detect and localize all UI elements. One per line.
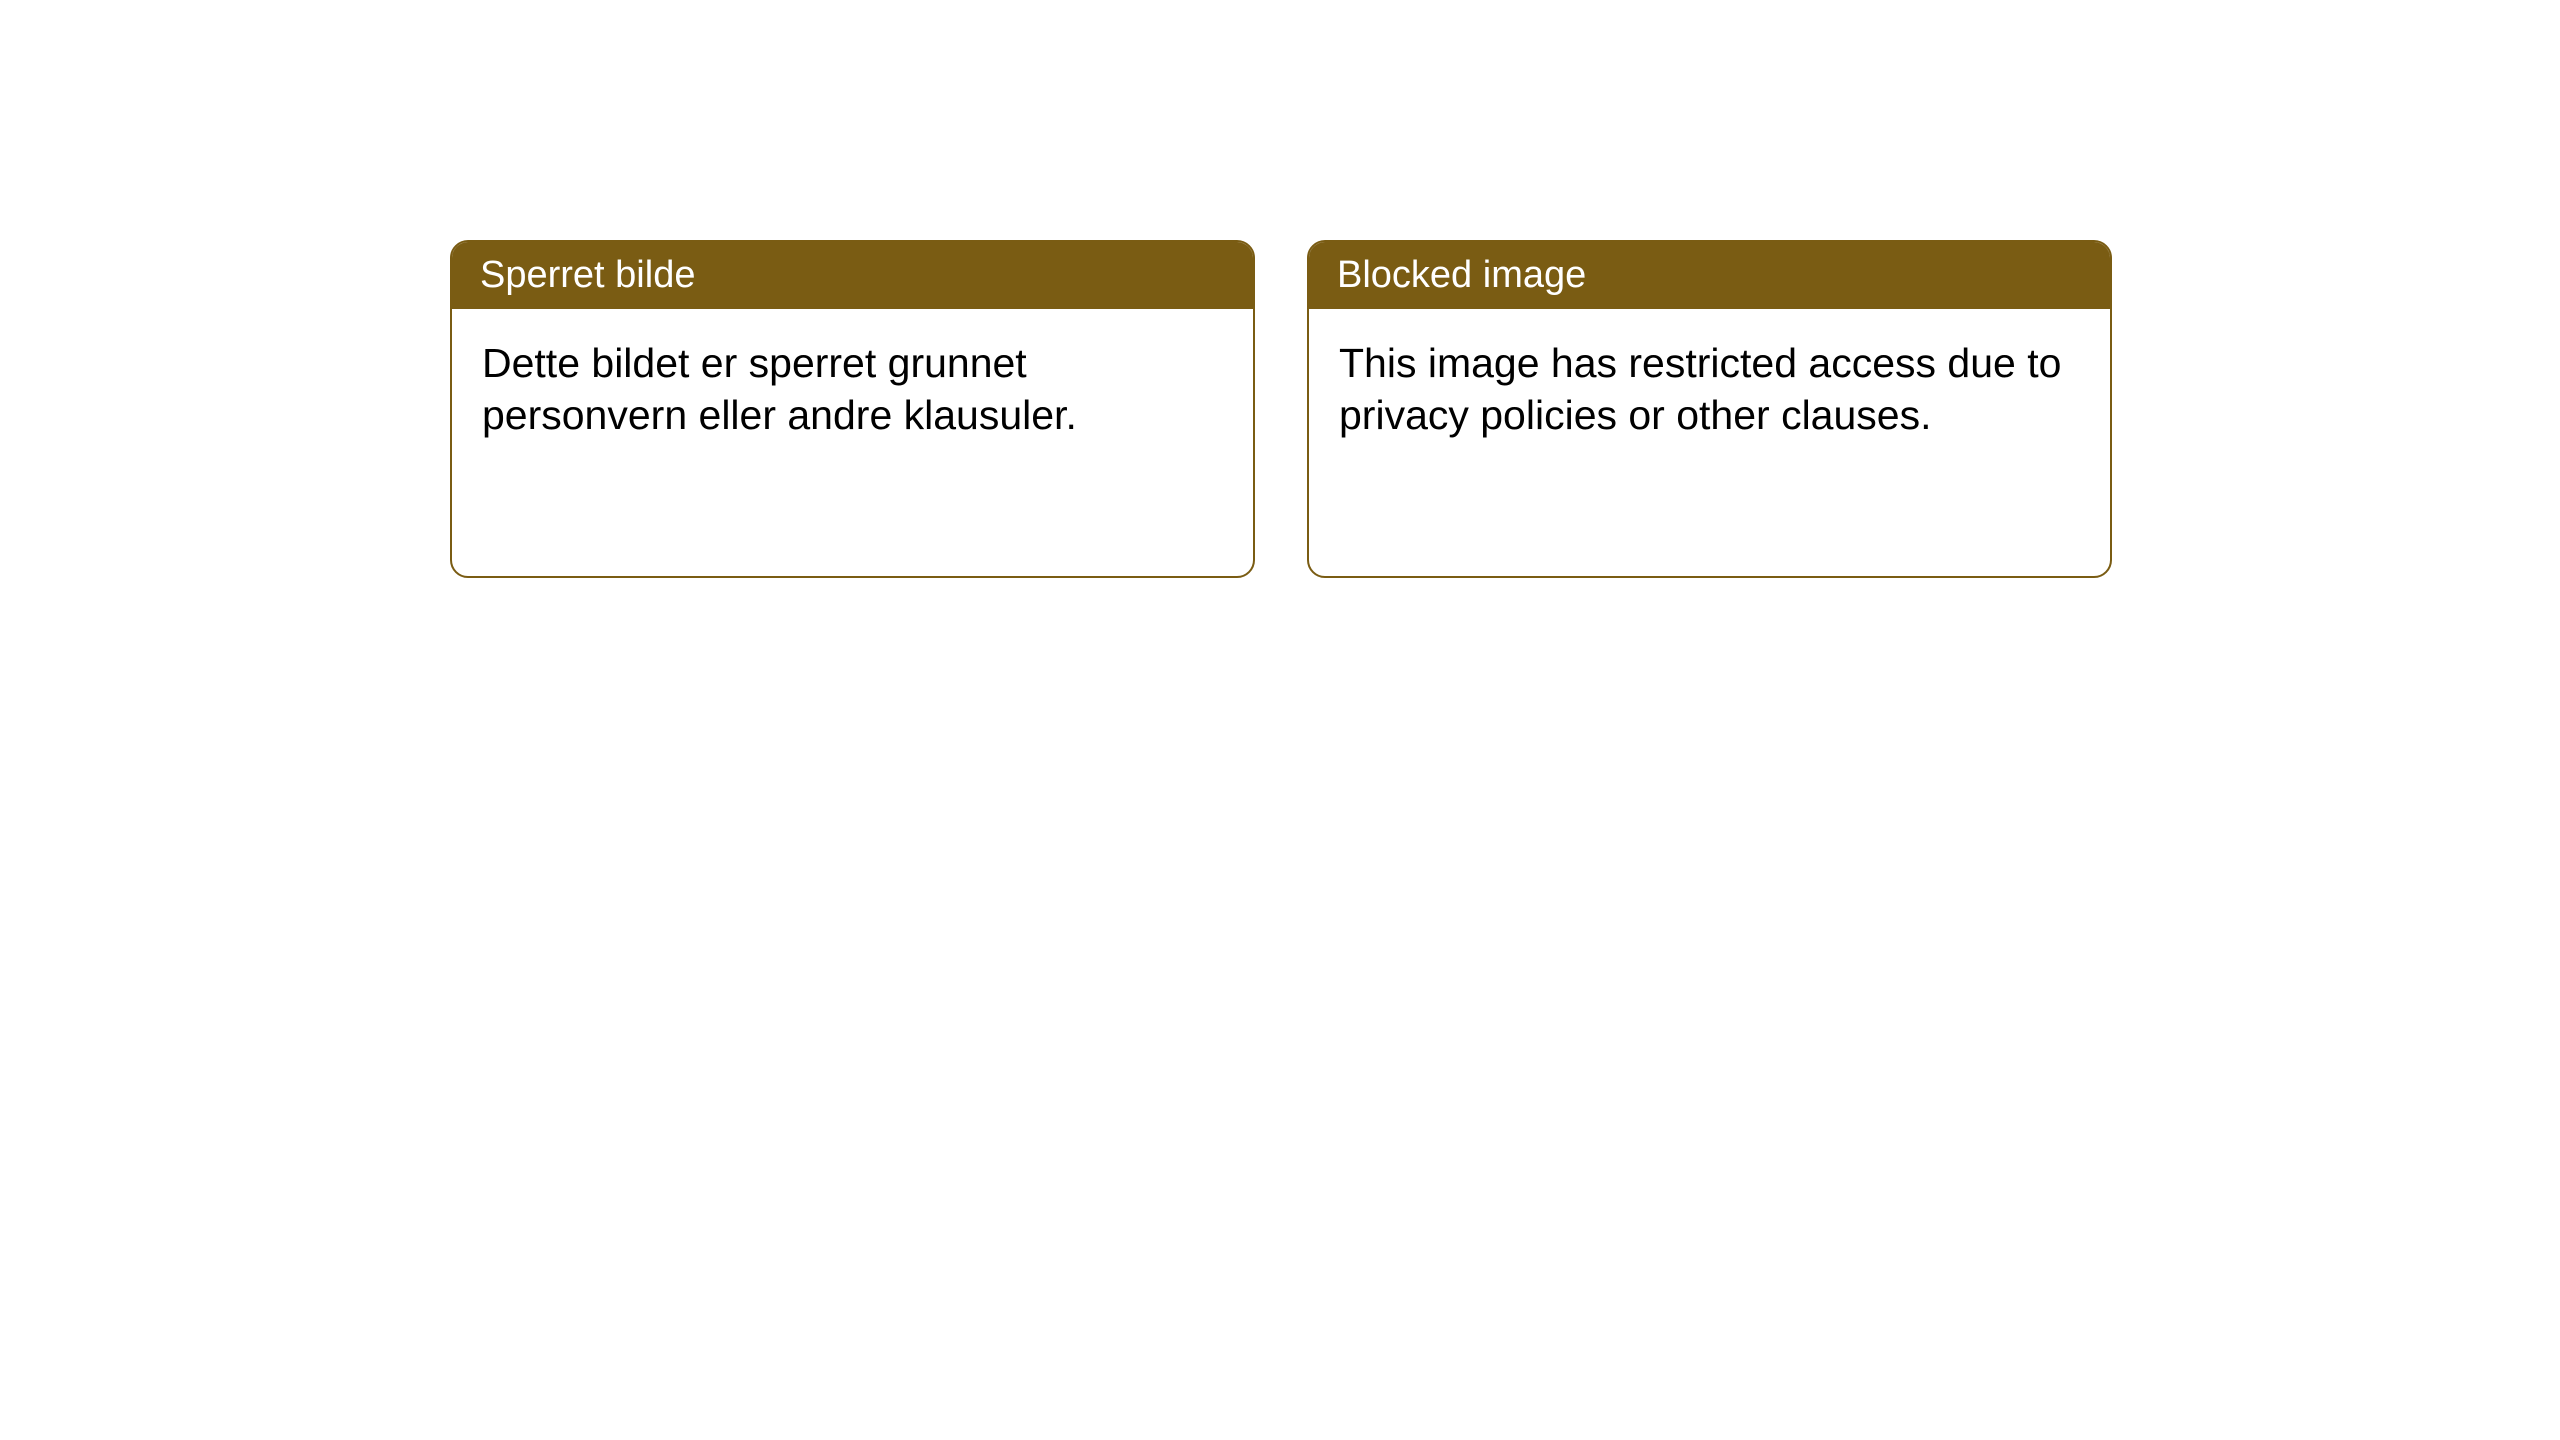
blocked-image-card-english: Blocked image This image has restricted … <box>1307 240 2112 578</box>
blocked-image-card-norwegian: Sperret bilde Dette bildet er sperret gr… <box>450 240 1255 578</box>
card-body-english: This image has restricted access due to … <box>1309 309 2110 470</box>
card-header-norwegian: Sperret bilde <box>452 242 1253 309</box>
card-body-norwegian: Dette bildet er sperret grunnet personve… <box>452 309 1253 470</box>
card-header-english: Blocked image <box>1309 242 2110 309</box>
cards-container: Sperret bilde Dette bildet er sperret gr… <box>0 0 2560 578</box>
